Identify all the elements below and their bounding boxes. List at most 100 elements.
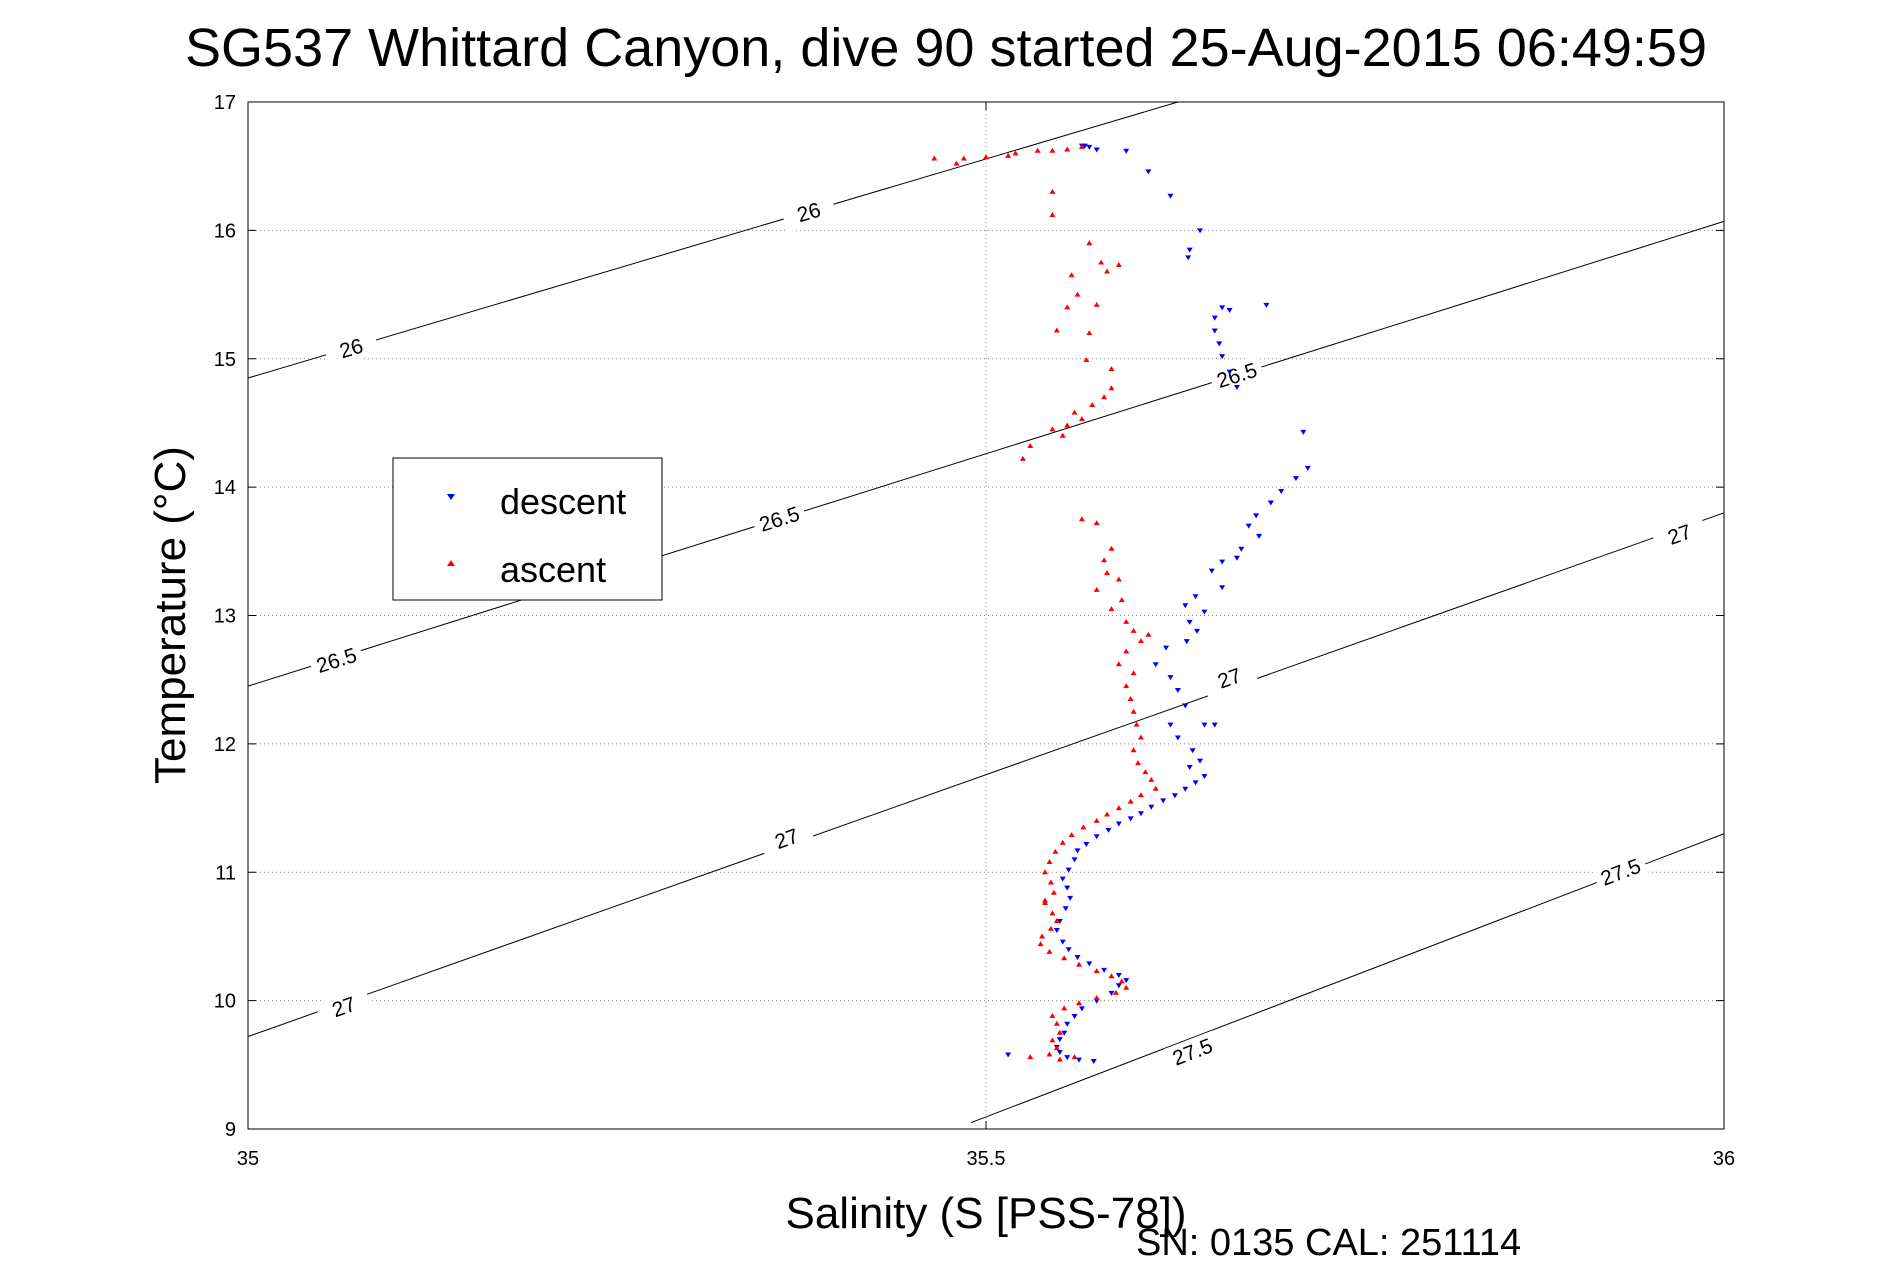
- ascent-point: [1089, 401, 1096, 407]
- ascent-point: [1115, 262, 1122, 268]
- contour-label-bg: [757, 817, 816, 860]
- descent-point: [1064, 1055, 1071, 1061]
- ascent-point: [1005, 152, 1012, 158]
- ascent-point: [1115, 661, 1122, 667]
- ascent-point: [1080, 824, 1087, 830]
- descent-point: [1074, 848, 1081, 854]
- descent-point: [1183, 639, 1190, 645]
- descent-point: [1167, 675, 1174, 681]
- ascent-point: [1059, 432, 1066, 438]
- ascent-point: [1108, 545, 1115, 551]
- ascent-point: [1053, 327, 1060, 333]
- ascent-point: [1145, 631, 1152, 637]
- ascent-point: [1064, 146, 1071, 152]
- descent-point: [1186, 247, 1193, 253]
- descent-point: [1174, 687, 1181, 693]
- ascent-point: [1042, 897, 1049, 903]
- contour-line: [247, 512, 1725, 1038]
- ascent-point: [1142, 769, 1149, 775]
- descent-point: [1194, 628, 1201, 634]
- contour-label-bg: [315, 986, 373, 1028]
- descent-point: [1101, 967, 1108, 973]
- descent-point: [1127, 816, 1134, 822]
- legend: descent ascent: [392, 457, 663, 601]
- descent-point: [1238, 546, 1245, 552]
- ascent-point: [931, 155, 938, 161]
- ascent-point: [1061, 955, 1068, 961]
- ascent-point: [1118, 978, 1125, 984]
- descent-point: [1075, 1057, 1082, 1063]
- descent-point: [1167, 722, 1174, 728]
- ascent-point: [1123, 683, 1130, 689]
- descent-point: [1185, 255, 1192, 261]
- descent-point: [1093, 834, 1100, 840]
- descent-point: [1123, 978, 1130, 984]
- ascent-point: [1012, 150, 1019, 156]
- ascent-point: [1130, 708, 1137, 714]
- contour-label-bg: [780, 192, 838, 233]
- descent-point: [1005, 1052, 1012, 1058]
- ascent-point: [1101, 557, 1108, 563]
- ascent-point: [1049, 147, 1056, 153]
- legend-box: [392, 457, 663, 601]
- descent-point: [1197, 228, 1204, 234]
- axis-ticks: 35 35.5 36 9 10 11 12 13 14 15 16 17: [214, 92, 1735, 1170]
- y-tick-label: 17: [214, 92, 236, 114]
- ascent-point: [1104, 811, 1111, 817]
- descent-point: [1263, 302, 1270, 308]
- y-tick-label: 9: [225, 1119, 236, 1141]
- contour-label-bg: [322, 328, 380, 369]
- descent-point: [1090, 1058, 1097, 1064]
- descent-point: [1065, 947, 1072, 953]
- descent-point: [1059, 876, 1066, 882]
- ascent-point: [1101, 394, 1108, 400]
- descent-point: [1182, 703, 1189, 709]
- descent-point: [1278, 488, 1285, 494]
- descent-point: [1061, 1030, 1068, 1036]
- descent-point: [1192, 780, 1199, 786]
- ascent-point: [1112, 989, 1119, 995]
- ascent-point: [1019, 455, 1026, 461]
- ascent-point: [1075, 1000, 1082, 1006]
- ascent-point: [1027, 443, 1034, 449]
- ascent-point: [1123, 618, 1130, 624]
- descent-point: [1300, 429, 1307, 435]
- ascent-point: [1052, 848, 1059, 854]
- y-tick-label: 13: [214, 606, 236, 628]
- ascent-point: [1053, 1020, 1060, 1026]
- ascent-point: [1064, 422, 1071, 428]
- ascent-point: [1086, 330, 1093, 336]
- descent-point: [1053, 928, 1060, 934]
- ascent-point: [1127, 695, 1134, 701]
- ascent-point: [1037, 941, 1044, 947]
- descent-point: [1226, 369, 1233, 375]
- descent-point: [1160, 798, 1167, 804]
- ascent-point: [1046, 858, 1053, 864]
- contour-label-bg: [1650, 513, 1709, 556]
- descent-point: [1081, 143, 1088, 149]
- ascent-point: [1049, 211, 1056, 217]
- descent-point: [1208, 568, 1215, 574]
- descent-point: [1226, 307, 1233, 313]
- descent-point: [1152, 662, 1159, 668]
- contour-line: [247, 220, 1725, 687]
- contour-label-bg: [1200, 657, 1259, 700]
- ascent-point: [1137, 734, 1144, 740]
- descent-point: [1148, 804, 1155, 810]
- ascent-point: [1115, 576, 1122, 582]
- descent-point: [1192, 594, 1199, 600]
- ascent-point: [953, 160, 960, 166]
- ascent-point: [1093, 817, 1100, 823]
- descent-point: [1065, 867, 1072, 873]
- ascent-point: [1027, 1054, 1034, 1060]
- descent-point: [1201, 609, 1208, 615]
- ascent-point: [1049, 188, 1056, 194]
- descent-point: [1086, 144, 1093, 150]
- ascent-point: [1053, 1045, 1060, 1051]
- descent-point: [1211, 328, 1218, 334]
- descent-point: [1233, 384, 1240, 390]
- descent-point: [1304, 465, 1311, 471]
- descent-point: [1219, 585, 1226, 591]
- ascent-point: [1074, 291, 1081, 297]
